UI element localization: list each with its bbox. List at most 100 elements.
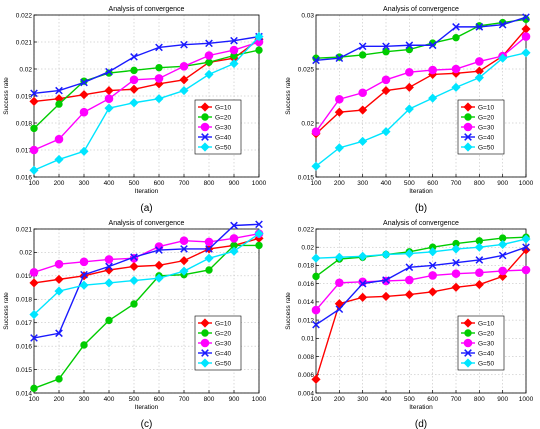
legend-label: G=20 bbox=[215, 330, 231, 337]
data-point bbox=[428, 65, 437, 75]
convergence-chart-1: 100 200 300 400 500 600 700 800 900 1000 0.016 0.01… bbox=[3, 6, 267, 214]
panel-caption: (b) bbox=[415, 203, 427, 214]
data-point bbox=[335, 305, 344, 314]
data-point bbox=[29, 145, 39, 155]
series-line bbox=[33, 233, 260, 316]
x-tick-label: 100 bbox=[29, 396, 40, 403]
legend-swatch-marker bbox=[200, 142, 210, 152]
y-tick-label: 0.019 bbox=[16, 273, 33, 280]
data-point bbox=[179, 75, 189, 85]
x-tick-label: 900 bbox=[229, 396, 240, 403]
data-point bbox=[79, 90, 89, 100]
legend-label: G=10 bbox=[478, 104, 494, 111]
series-line bbox=[315, 36, 527, 133]
x-tick-label: 300 bbox=[357, 180, 368, 187]
data-point bbox=[204, 237, 214, 247]
series-G=40 bbox=[312, 243, 530, 329]
series-line bbox=[315, 28, 527, 135]
series-G=10 bbox=[311, 245, 531, 384]
data-point bbox=[55, 86, 63, 95]
data-point bbox=[129, 84, 139, 94]
y-tick-label: 0.021 bbox=[16, 226, 33, 233]
legend-swatch-marker bbox=[463, 338, 473, 348]
y-tick-label: 0.014 bbox=[16, 390, 33, 397]
x-tick-label: 1000 bbox=[252, 396, 267, 403]
data-point bbox=[498, 239, 508, 250]
series-line bbox=[315, 238, 527, 259]
y-tick-label: 0.02 bbox=[19, 66, 32, 73]
convergence-chart-4: 100 200 300 400 500 600 700 800 900 1000 0.004 0.00… bbox=[285, 220, 534, 429]
x-tick-label: 500 bbox=[404, 180, 415, 187]
data-point bbox=[451, 82, 461, 92]
legend-swatch-marker bbox=[201, 133, 209, 141]
data-point bbox=[521, 234, 531, 244]
x-tick-label: 600 bbox=[154, 396, 165, 403]
data-point bbox=[381, 291, 391, 301]
data-point bbox=[129, 98, 139, 108]
y-axis-label: Success rate bbox=[285, 292, 292, 330]
data-point bbox=[130, 66, 138, 75]
legend-label: G=10 bbox=[215, 104, 231, 111]
data-point bbox=[358, 51, 367, 59]
x-tick-label: 700 bbox=[451, 396, 462, 403]
chart-title: Analysis of convergence bbox=[383, 220, 459, 227]
y-tick-label: 0.006 bbox=[298, 372, 315, 379]
data-point bbox=[179, 236, 189, 246]
series-line bbox=[315, 249, 527, 380]
x-tick-label: 500 bbox=[129, 180, 140, 187]
series-G=50 bbox=[29, 229, 264, 320]
data-point bbox=[405, 41, 414, 50]
y-tick-label: 0.019 bbox=[16, 93, 33, 100]
legend-label: G=20 bbox=[478, 330, 494, 337]
x-tick-label: 1000 bbox=[519, 180, 534, 187]
data-point bbox=[428, 287, 438, 297]
series-line bbox=[315, 236, 527, 277]
series-G=50 bbox=[311, 234, 531, 263]
legend-label: G=30 bbox=[215, 340, 231, 347]
data-point bbox=[475, 268, 484, 278]
chart-title: Analysis of convergence bbox=[109, 220, 185, 227]
legend: G=10 G=20 G=30 G=40 G=50 bbox=[457, 315, 505, 371]
data-point bbox=[451, 244, 461, 254]
data-point bbox=[312, 320, 320, 329]
data-point bbox=[428, 261, 437, 270]
data-point bbox=[179, 86, 189, 96]
data-point bbox=[179, 266, 189, 276]
legend-label: G=20 bbox=[215, 114, 231, 121]
data-point bbox=[180, 40, 188, 49]
data-point bbox=[55, 329, 63, 338]
data-point bbox=[451, 282, 461, 292]
data-point bbox=[381, 86, 391, 96]
data-point bbox=[381, 249, 391, 260]
data-point bbox=[428, 41, 437, 50]
y-tick-label: 0.022 bbox=[298, 226, 315, 233]
series-line bbox=[33, 237, 260, 284]
data-point bbox=[498, 266, 507, 276]
data-point bbox=[522, 13, 530, 21]
legend-label: G=20 bbox=[478, 114, 494, 121]
legend-label: G=40 bbox=[215, 134, 231, 141]
legend-swatch-marker bbox=[201, 349, 209, 357]
y-tick-label: 0.03 bbox=[301, 12, 314, 19]
data-point bbox=[79, 280, 89, 290]
series-G=40 bbox=[30, 220, 263, 342]
data-point bbox=[474, 280, 484, 290]
y-tick-label: 0.025 bbox=[298, 66, 315, 73]
data-point bbox=[154, 273, 164, 283]
data-point bbox=[382, 48, 390, 56]
data-point bbox=[205, 266, 213, 274]
legend-swatch-marker bbox=[200, 358, 210, 368]
legend-swatch-marker bbox=[201, 113, 209, 121]
data-point bbox=[104, 94, 114, 103]
series-G=30 bbox=[29, 37, 264, 155]
series-line bbox=[315, 269, 527, 311]
data-point bbox=[29, 165, 39, 175]
y-tick-label: 0.014 bbox=[298, 299, 315, 306]
data-point bbox=[179, 62, 189, 71]
x-tick-label: 700 bbox=[179, 180, 190, 187]
data-point bbox=[498, 53, 508, 63]
data-point bbox=[335, 278, 344, 288]
chart-title: Analysis of convergence bbox=[383, 6, 459, 13]
data-point bbox=[104, 103, 114, 113]
panel-caption: (d) bbox=[415, 419, 427, 429]
